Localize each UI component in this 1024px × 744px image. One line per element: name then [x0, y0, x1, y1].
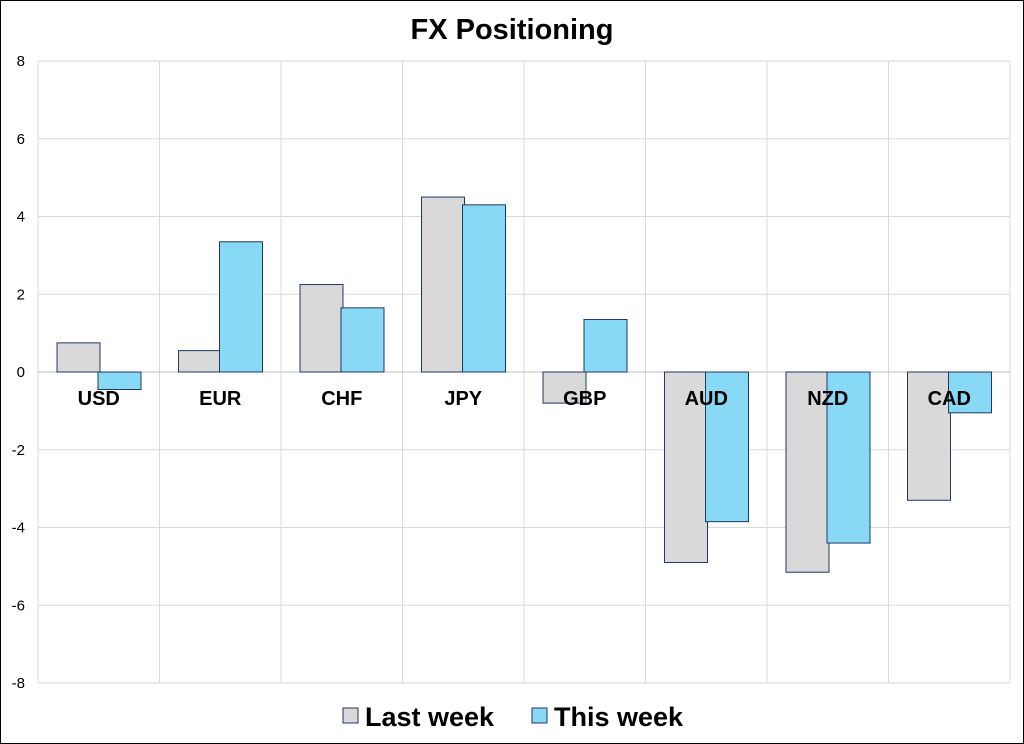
x-axis-categories: USD EUR CHF JPY GBP AUD NZD CAD: [78, 388, 971, 410]
category-label-usd: USD: [78, 388, 120, 410]
legend-swatch-this-week: [531, 707, 548, 724]
bar-chf-this-week: [340, 307, 385, 373]
category-label-aud: AUD: [685, 388, 728, 410]
legend-swatch-last-week: [342, 707, 359, 724]
y-tick-label: -6: [12, 597, 25, 614]
y-tick-label: 8: [17, 53, 25, 70]
grid-layer: [37, 60, 1011, 684]
bar-jpy-this-week: [462, 204, 506, 373]
bar-usd-last-week: [56, 342, 101, 373]
bar-aud-this-week: [705, 371, 749, 523]
bar-jpy-last-week: [421, 196, 465, 373]
legend: Last week This week: [342, 702, 684, 732]
bar-aud-last-week: [664, 371, 708, 563]
bar-chf-last-week: [299, 284, 344, 373]
bar-nzd-last-week: [785, 371, 830, 573]
y-tick-label: -4: [12, 520, 25, 537]
bar-eur-this-week: [219, 241, 263, 373]
bars-layer: [56, 196, 992, 573]
bar-cad-last-week: [907, 371, 951, 501]
legend-label-this-week: This week: [554, 702, 684, 732]
bar-gbp-this-week: [583, 319, 628, 373]
chart-title: FX Positioning: [411, 14, 614, 46]
bar-eur-last-week: [178, 350, 222, 373]
y-tick-label: -8: [12, 675, 25, 692]
y-tick-label: 6: [17, 131, 25, 148]
category-label-chf: CHF: [321, 388, 362, 410]
legend-label-last-week: Last week: [365, 702, 495, 732]
category-label-jpy: JPY: [444, 388, 482, 410]
category-label-nzd: NZD: [807, 388, 848, 410]
category-label-gbp: GBP: [563, 388, 606, 410]
bar-usd-this-week: [97, 371, 142, 390]
category-label-cad: CAD: [928, 388, 971, 410]
category-label-eur: EUR: [199, 388, 242, 410]
y-tick-label: -2: [12, 442, 25, 459]
y-axis-ticks: 8 6 4 2 0 -2 -4 -6 -8: [12, 53, 25, 692]
bar-cad-this-week: [948, 371, 992, 414]
bar-gbp-last-week: [542, 371, 587, 404]
bar-nzd-this-week: [826, 371, 871, 544]
y-tick-label: 2: [17, 286, 25, 303]
y-tick-label: 0: [17, 364, 25, 381]
y-tick-label: 4: [17, 209, 25, 226]
